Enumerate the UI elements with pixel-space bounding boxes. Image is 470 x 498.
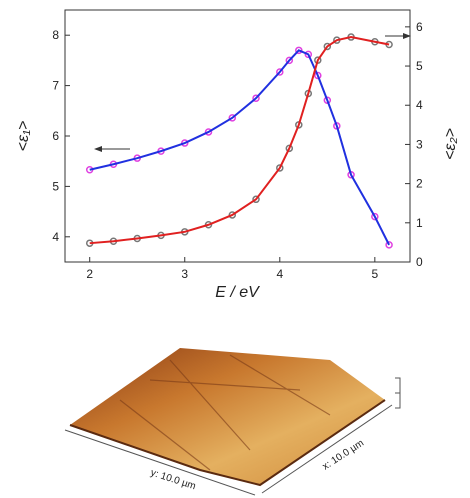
data-point [276,68,284,76]
afm-y-label: y: 10.0 µm [149,467,197,492]
surface-edge [69,399,386,487]
afm-image: y: 10.0 µm x: 10.0 µm [64,348,401,496]
y-tick-label: 5 [52,179,59,193]
x-axis-line [261,404,393,494]
surface [70,348,385,485]
y2-tick-label: 2 [416,177,423,191]
data-point [304,50,313,59]
data-point [276,164,284,172]
y-tick-label: 7 [52,79,59,93]
x-tick-label: 5 [371,267,378,281]
chart: E / eV <ε₁> <ε₂> 2 3 4 5 4 5 6 7 8 0 1 2 3 4 5 6 [15,9,459,300]
left-arrow [94,146,130,152]
data-point [228,114,237,122]
data-point [285,144,294,153]
data-point [228,211,237,219]
x-axis-label: E / eV [215,284,260,300]
right-arrow [385,33,411,39]
y-tick-label: 8 [52,28,59,42]
data-point [314,71,322,80]
data-point [371,212,379,221]
fit-line [89,49,390,246]
y-axis-label: <ε₁> [15,121,32,152]
y2-tick-label: 4 [416,98,423,112]
afm-x-label: x: 10.0 µm [321,438,366,473]
y2-tick-label: 6 [416,20,423,34]
data-point [252,94,260,102]
data-point [285,56,294,65]
y2-tick-label: 3 [416,137,423,151]
x-tick-label: 3 [181,267,188,281]
data-point [204,128,213,136]
y2-tick-label: 1 [416,216,423,230]
surface-ridges [119,354,331,471]
data-point [385,241,393,249]
fit-line [89,36,390,245]
y2-tick-label: 0 [416,255,423,269]
z-scale [395,377,401,409]
data-point [323,96,332,104]
x-tick-label: 2 [86,267,93,281]
data-point [323,42,332,51]
plot-frame [64,9,411,263]
y-tick-label: 4 [52,230,59,244]
data-point [252,195,260,204]
data-point [295,46,303,55]
y-tick-label: 6 [52,129,59,143]
x-tick-label: 4 [276,267,283,281]
y2-tick-label: 5 [416,59,423,73]
y2-axis-label: <ε₂> [442,128,459,160]
y-axis-line [64,429,256,496]
